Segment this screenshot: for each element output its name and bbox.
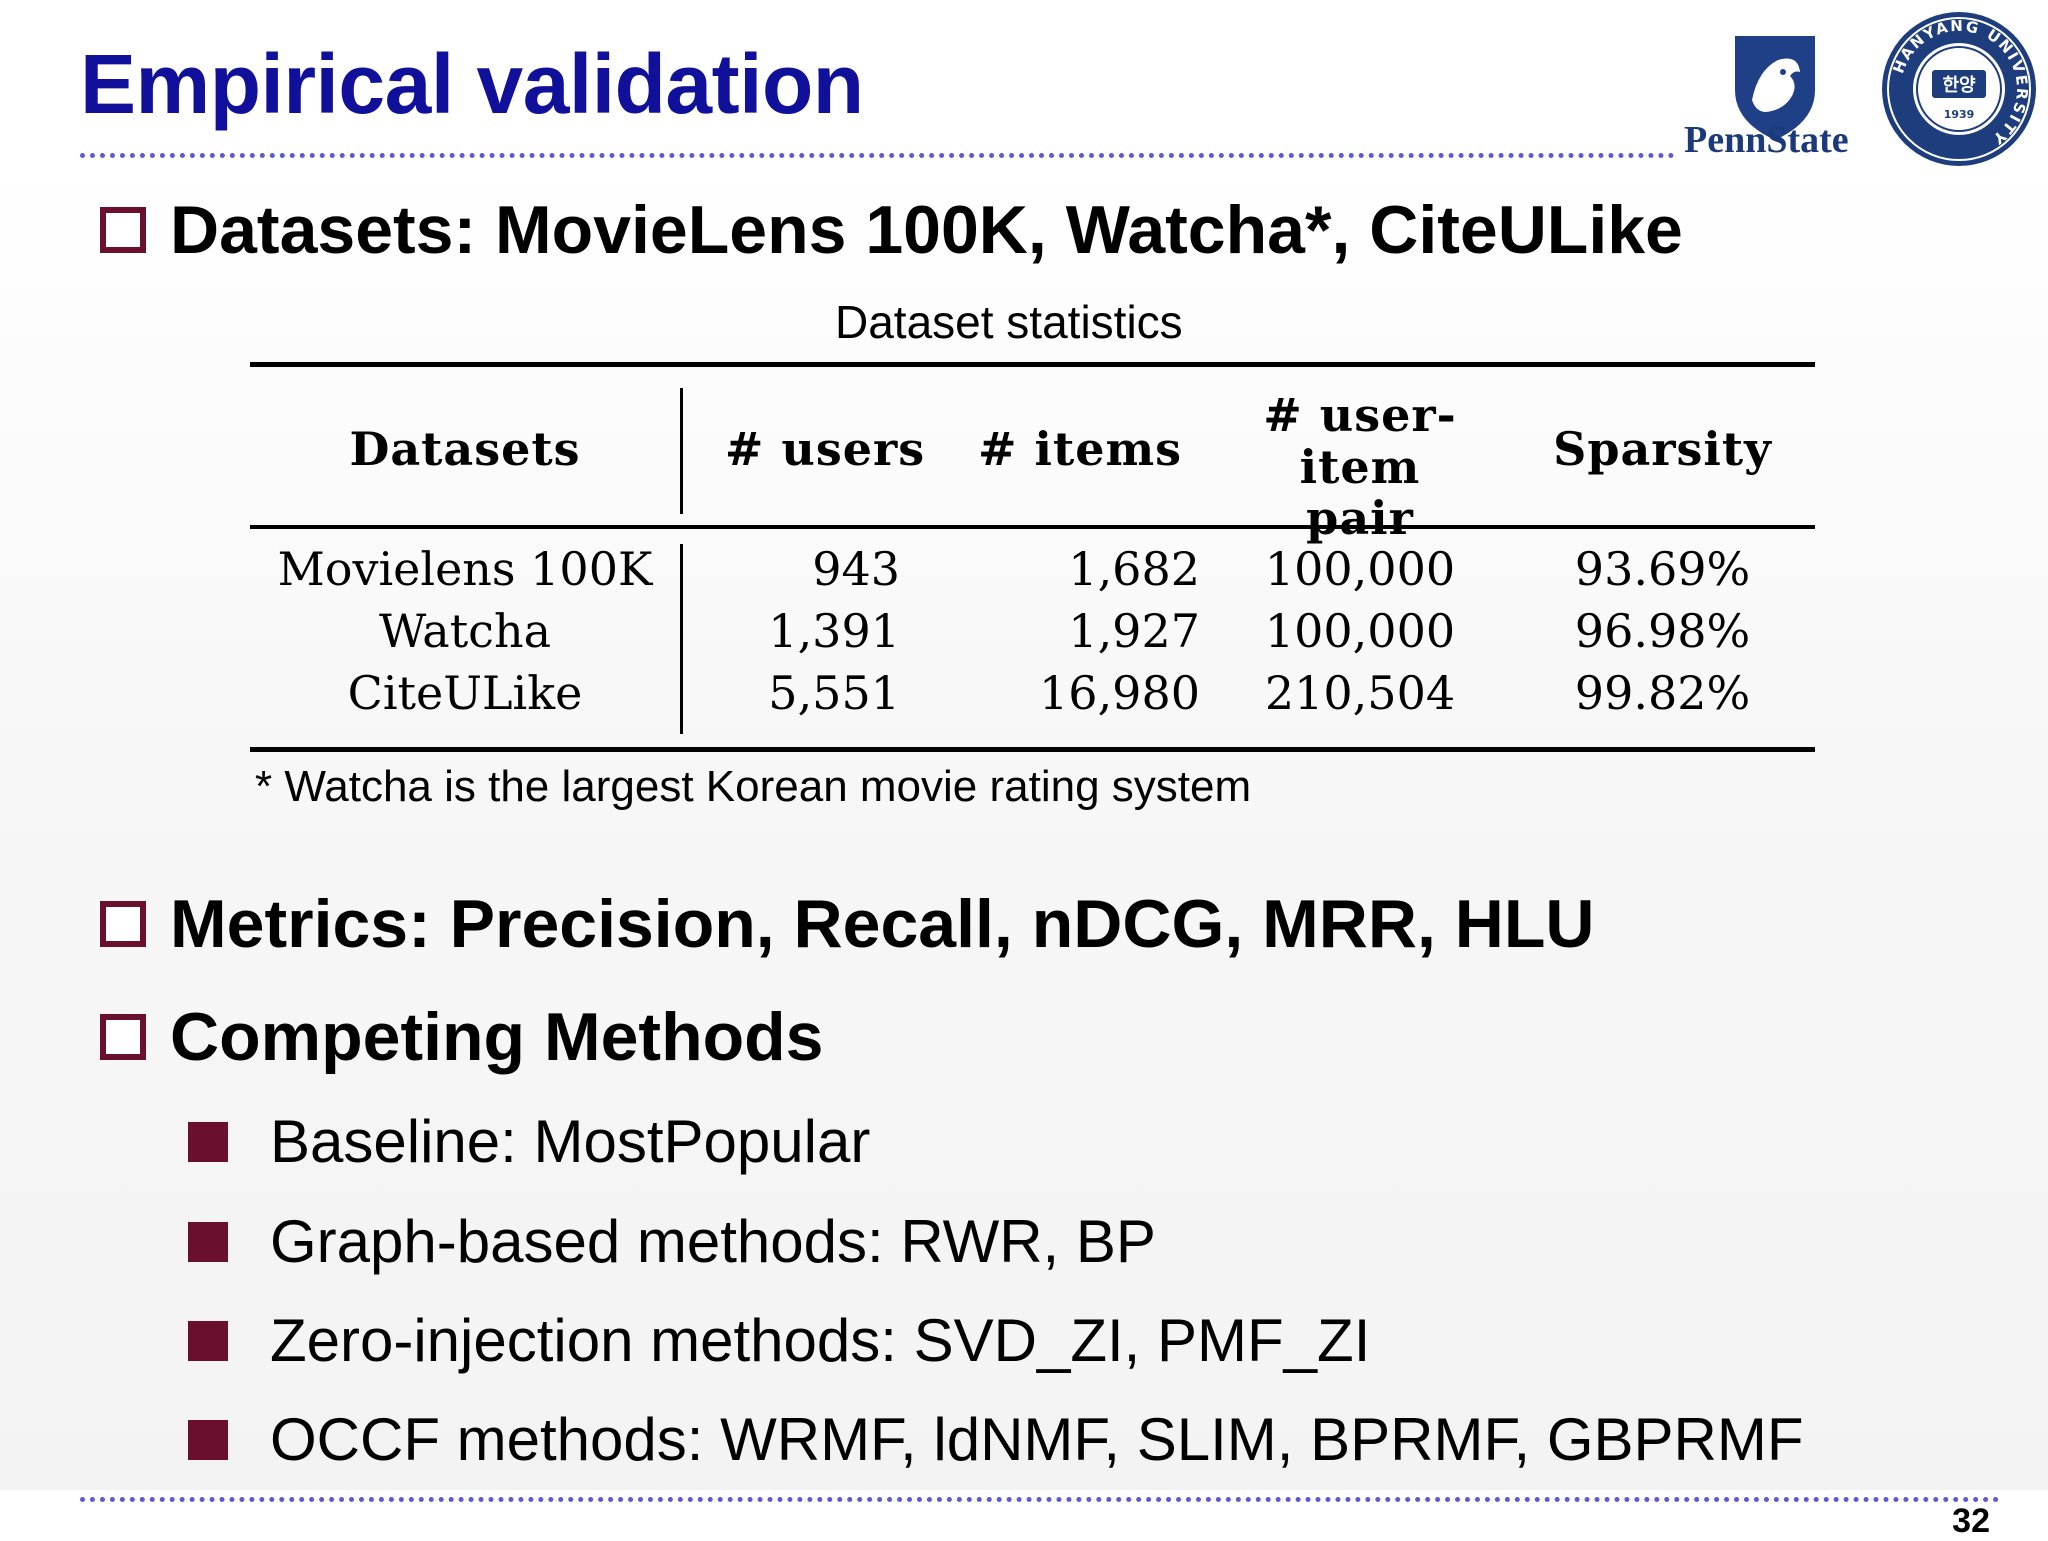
bottom-divider xyxy=(80,1497,2000,1502)
header-user-item-pair: # user-item pair xyxy=(1210,388,1510,546)
method-item: Baseline: MostPopular xyxy=(188,1112,870,1172)
bullet-metrics: Metrics: Precision, Recall, nDCG, MRR, H… xyxy=(100,890,1595,958)
table-row: Watcha 1,391 1,927 100,000 96.98% xyxy=(250,604,1815,666)
table-body-divider xyxy=(680,544,683,734)
table-row: CiteULike 5,551 16,980 210,504 99.82% xyxy=(250,666,1815,728)
header-pairs-line1: # user-item xyxy=(1263,388,1457,494)
table-header-divider xyxy=(680,388,683,514)
table-top-rule xyxy=(250,362,1815,367)
cell-sparsity: 99.82% xyxy=(1574,666,1751,720)
dataset-statistics-table: Datasets # users # items # user-item pai… xyxy=(250,362,1815,752)
pennstate-shield-icon xyxy=(1735,36,1815,140)
cell-users: 1,391 xyxy=(768,604,900,658)
method-item: Graph-based methods: RWR, BP xyxy=(188,1212,1156,1272)
cell-items: 1,682 xyxy=(1068,542,1200,596)
method-text: Zero-injection methods: SVD_ZI, PMF_ZI xyxy=(270,1307,1371,1374)
checkbox-bullet-icon xyxy=(100,1014,146,1060)
hanyang-year: 1939 xyxy=(1944,108,1975,121)
hanyang-center-text: 한양 xyxy=(1942,75,1976,96)
cell-dataset-name: Watcha xyxy=(378,604,551,658)
cell-pairs: 210,504 xyxy=(1264,666,1456,720)
bullet-datasets-text: Datasets: MovieLens 100K, Watcha*, CiteU… xyxy=(170,192,1683,268)
bullet-competing-methods: Competing Methods xyxy=(100,1003,824,1071)
slide-background xyxy=(0,160,2048,1490)
cell-pairs: 100,000 xyxy=(1264,542,1456,596)
header-items: # items xyxy=(977,422,1183,476)
cell-pairs: 100,000 xyxy=(1264,604,1456,658)
cell-dataset-name: CiteULike xyxy=(347,666,583,720)
cell-dataset-name: Movielens 100K xyxy=(277,542,653,596)
cell-users: 943 xyxy=(812,542,900,596)
cell-sparsity: 96.98% xyxy=(1574,604,1751,658)
method-item: Zero-injection methods: SVD_ZI, PMF_ZI xyxy=(188,1311,1370,1371)
table-mid-rule xyxy=(250,525,1815,529)
square-bullet-icon xyxy=(188,1420,228,1460)
cell-users: 5,551 xyxy=(768,666,900,720)
hanyang-university-seal-icon: HANYANG UNIVERSITY 한양 1939 xyxy=(1882,12,2036,166)
table-bottom-rule xyxy=(250,747,1815,752)
top-divider xyxy=(80,153,1675,158)
header-users: # users xyxy=(724,422,926,476)
header-datasets: Datasets xyxy=(349,422,581,476)
header-pairs-line2: pair xyxy=(1306,491,1414,546)
cell-items: 1,927 xyxy=(1068,604,1200,658)
square-bullet-icon xyxy=(188,1321,228,1361)
method-text: Baseline: MostPopular xyxy=(270,1108,871,1175)
square-bullet-icon xyxy=(188,1122,228,1162)
checkbox-bullet-icon xyxy=(100,207,146,253)
bullet-competing-text: Competing Methods xyxy=(170,999,824,1075)
table-row: Movielens 100K 943 1,682 100,000 93.69% xyxy=(250,542,1815,604)
slide-title: Empirical validation xyxy=(80,37,864,131)
table-footnote: * Watcha is the largest Korean movie rat… xyxy=(255,762,1252,811)
square-bullet-icon xyxy=(188,1222,228,1262)
page-number: 32 xyxy=(1952,1502,1990,1540)
method-item: OCCF methods: WRMF, ldNMF, SLIM, BPRMF, … xyxy=(188,1410,1804,1470)
table-caption: Dataset statistics xyxy=(835,296,1183,348)
cell-items: 16,980 xyxy=(1039,666,1200,720)
pennstate-wordmark: PennState xyxy=(1684,119,1849,161)
cell-sparsity: 93.69% xyxy=(1574,542,1751,596)
checkbox-bullet-icon xyxy=(100,901,146,947)
method-text: Graph-based methods: RWR, BP xyxy=(270,1208,1156,1275)
method-text: OCCF methods: WRMF, ldNMF, SLIM, BPRMF, … xyxy=(270,1406,1804,1473)
bullet-metrics-text: Metrics: Precision, Recall, nDCG, MRR, H… xyxy=(170,886,1595,962)
header-sparsity: Sparsity xyxy=(1553,422,1772,476)
bullet-datasets: Datasets: MovieLens 100K, Watcha*, CiteU… xyxy=(100,196,1683,264)
